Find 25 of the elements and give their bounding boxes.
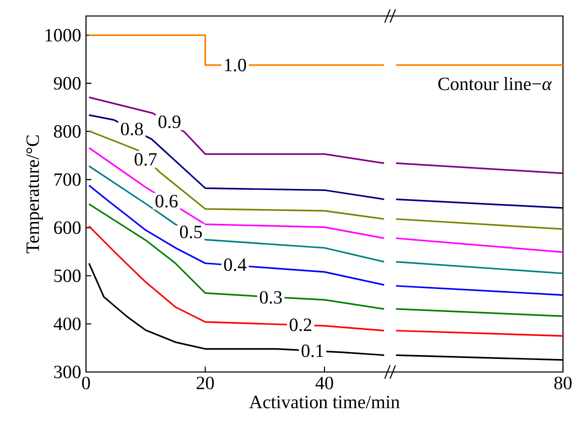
annotation: 0.8 (120, 122, 143, 136)
y-tick-label: 300 (54, 366, 81, 378)
annotation: 0.6 (156, 194, 178, 208)
annotation: Contour line−α (438, 77, 552, 90)
annotation: 0.7 (134, 153, 157, 166)
y-tick-label: 1000 (46, 28, 81, 42)
x-tick-label: 20 (196, 376, 214, 390)
x-tick-label: 0 (82, 376, 90, 390)
x-tick-label: 40 (316, 376, 334, 390)
annotation: 0.3 (260, 291, 282, 304)
annotation: 1.0 (225, 58, 246, 72)
y-tick-label: 400 (54, 318, 81, 330)
y-tick-label: 900 (54, 77, 81, 90)
y-tick-label: 500 (54, 269, 81, 282)
x-axis-title: Activation time/min (249, 396, 400, 408)
y-tick-label: 800 (54, 125, 81, 138)
annotation: 0.1 (302, 344, 324, 358)
y-axis-title: Temperature/°C (26, 135, 43, 254)
y-tick-label: 700 (54, 173, 81, 186)
annotation: 0.9 (158, 115, 180, 128)
x-tick-label: 80 (554, 376, 572, 390)
y-tick-label: 600 (54, 221, 81, 234)
annotation: 0.2 (290, 318, 312, 332)
annotation: 0.5 (180, 226, 202, 238)
annotation: 0.4 (224, 258, 246, 272)
